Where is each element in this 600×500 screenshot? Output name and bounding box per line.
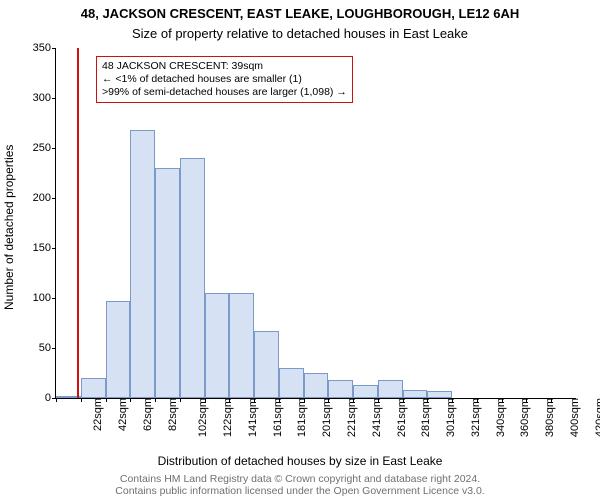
- chart-subtitle: Size of property relative to detached ho…: [0, 26, 600, 41]
- x-tick-mark: [477, 398, 478, 402]
- x-tick-label: 301sqm: [445, 398, 457, 437]
- x-tick-mark: [328, 398, 329, 402]
- histogram-bar: [229, 293, 254, 398]
- footer-line1: Contains HM Land Registry data © Crown c…: [120, 473, 480, 485]
- x-tick-label: 380sqm: [544, 398, 556, 437]
- x-tick-mark: [526, 398, 527, 402]
- x-tick-label: 141sqm: [247, 398, 259, 437]
- y-tick-mark: [52, 298, 56, 299]
- x-tick-label: 321sqm: [470, 398, 482, 437]
- histogram-bar: [427, 391, 452, 398]
- footer-attribution: Contains HM Land Registry data © Crown c…: [0, 473, 600, 498]
- annot-line: >99% of semi-detached houses are larger …: [102, 86, 347, 99]
- x-tick-label: 82sqm: [167, 398, 179, 431]
- x-tick-mark: [502, 398, 503, 402]
- y-tick-label: 0: [21, 392, 51, 404]
- y-tick-label: 50: [21, 342, 51, 354]
- x-tick-mark: [551, 398, 552, 402]
- y-tick-mark: [52, 348, 56, 349]
- x-tick-label: 42sqm: [117, 398, 129, 431]
- x-tick-mark: [106, 398, 107, 402]
- address-title: 48, JACKSON CRESCENT, EAST LEAKE, LOUGHB…: [0, 6, 600, 21]
- x-tick-mark: [378, 398, 379, 402]
- x-tick-label: 420sqm: [594, 398, 600, 437]
- x-tick-label: 62sqm: [142, 398, 154, 431]
- y-tick-label: 200: [21, 192, 51, 204]
- histogram-bar: [205, 293, 230, 398]
- histogram-bar: [378, 380, 403, 398]
- x-tick-mark: [130, 398, 131, 402]
- x-tick-label: 360sqm: [519, 398, 531, 437]
- histogram-bar: [353, 385, 378, 398]
- histogram-bar: [254, 331, 279, 398]
- x-tick-label: 22sqm: [92, 398, 104, 431]
- histogram-bar: [279, 368, 304, 398]
- x-tick-label: 400sqm: [569, 398, 581, 437]
- y-tick-label: 250: [21, 142, 51, 154]
- x-tick-label: 201sqm: [321, 398, 333, 437]
- y-tick-label: 150: [21, 242, 51, 254]
- annot-line: ← <1% of detached houses are smaller (1): [102, 73, 347, 86]
- property-marker-line: [77, 48, 79, 398]
- footer-line2: Contains public information licensed und…: [115, 485, 484, 497]
- x-tick-mark: [180, 398, 181, 402]
- x-tick-mark: [452, 398, 453, 402]
- x-axis-label: Distribution of detached houses by size …: [0, 454, 600, 468]
- y-tick-mark: [52, 148, 56, 149]
- histogram-bar: [106, 301, 131, 398]
- histogram-bar: [304, 373, 329, 398]
- y-tick-label: 350: [21, 42, 51, 54]
- x-tick-label: 261sqm: [396, 398, 408, 437]
- x-tick-mark: [205, 398, 206, 402]
- histogram-bar: [130, 130, 155, 398]
- x-tick-label: 340sqm: [495, 398, 507, 437]
- histogram-bar: [328, 380, 353, 398]
- histogram-bar: [403, 390, 428, 398]
- x-tick-mark: [304, 398, 305, 402]
- x-tick-label: 102sqm: [198, 398, 210, 437]
- y-tick-label: 100: [21, 292, 51, 304]
- histogram-bar: [81, 378, 106, 398]
- y-tick-mark: [52, 48, 56, 49]
- x-tick-label: 181sqm: [297, 398, 309, 437]
- annot-line: 48 JACKSON CRESCENT: 39sqm: [102, 60, 347, 73]
- x-tick-label: 281sqm: [420, 398, 432, 437]
- x-tick-mark: [56, 398, 57, 402]
- x-tick-mark: [81, 398, 82, 402]
- x-tick-label: 221sqm: [346, 398, 358, 437]
- y-tick-mark: [52, 248, 56, 249]
- histogram-bar: [155, 168, 180, 398]
- x-tick-mark: [279, 398, 280, 402]
- x-tick-label: 122sqm: [222, 398, 234, 437]
- x-tick-mark: [254, 398, 255, 402]
- x-tick-label: 241sqm: [371, 398, 383, 437]
- histogram-bar: [180, 158, 205, 398]
- x-tick-mark: [403, 398, 404, 402]
- x-tick-label: 161sqm: [272, 398, 284, 437]
- x-tick-mark: [155, 398, 156, 402]
- x-tick-mark: [427, 398, 428, 402]
- x-tick-mark: [353, 398, 354, 402]
- x-tick-mark: [229, 398, 230, 402]
- y-tick-mark: [52, 98, 56, 99]
- plot-area: 05010015020025030035022sqm42sqm62sqm82sq…: [55, 48, 576, 399]
- y-tick-mark: [52, 198, 56, 199]
- y-tick-label: 300: [21, 92, 51, 104]
- y-axis-label: Number of detached properties: [2, 145, 16, 310]
- annotation-box: 48 JACKSON CRESCENT: 39sqm← <1% of detac…: [96, 56, 353, 103]
